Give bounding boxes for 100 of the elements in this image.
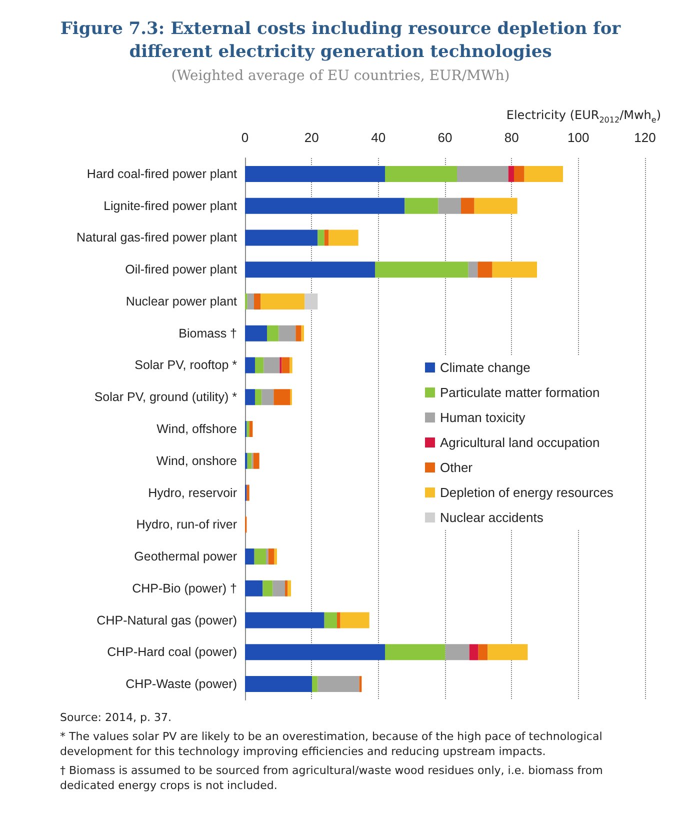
bar (282, 357, 290, 374)
bar (290, 357, 292, 374)
bar (249, 421, 253, 437)
text: * The values solar PV are likely to be an overestimation, because of the high pace of technological development for this technology improving efficiencies and reducing upstream impacts. (60, 729, 604, 759)
bar (328, 230, 358, 246)
source-note: Source: 2014, p. 37. (60, 710, 172, 725)
y-tick-label: Biomass † (178, 326, 238, 340)
y-tick-label: Wind, onshore (156, 454, 238, 468)
bar (478, 644, 488, 660)
y-tick-label: CHP-Bio (power) † (132, 581, 238, 596)
bar (245, 676, 312, 692)
legend-label: Other (440, 460, 474, 475)
bar (340, 612, 370, 628)
bar (246, 421, 250, 437)
y-tick-label: Natural gas-fired power plant (76, 230, 238, 245)
y-tick-label: CHP-Natural gas (power) (96, 613, 237, 628)
chart-title: Figure 7.3: External costs including resource depletion for different electricity generation technologies (59, 18, 622, 64)
bar (492, 262, 537, 278)
legend-label: Human toxicity (440, 410, 526, 425)
bar (469, 644, 478, 660)
bar (260, 293, 305, 310)
bar (245, 198, 405, 214)
bar (274, 389, 290, 406)
bar (304, 293, 318, 310)
x-tick-label: 120 (634, 130, 656, 145)
bar (474, 198, 518, 214)
bar (337, 612, 340, 628)
bar (253, 452, 260, 469)
bar (318, 676, 360, 692)
bar (255, 389, 262, 406)
bar (245, 230, 318, 246)
bar (245, 325, 267, 342)
bar (278, 325, 296, 342)
bar (461, 198, 474, 214)
bar (245, 580, 263, 596)
bar (254, 548, 266, 565)
bar (272, 580, 285, 596)
x-tick-label: 60 (438, 130, 452, 145)
bar (245, 357, 255, 374)
bar (324, 612, 337, 628)
y-tick-label: CHP-Hard coal (power) (107, 645, 237, 660)
bar (445, 644, 470, 660)
bar (254, 293, 261, 310)
y-tick-label: Oil-fired power plant (125, 262, 238, 277)
bar (478, 262, 492, 278)
bar (385, 166, 457, 182)
legend-label: Nuclear accidents (440, 510, 544, 525)
y-tick-label: Wind, offshore (156, 422, 238, 436)
bar (245, 166, 385, 182)
bar (375, 262, 468, 278)
bar (318, 230, 324, 246)
y-tick-label: Nuclear power plant (126, 294, 238, 308)
bar (324, 230, 329, 246)
bar (245, 389, 255, 406)
bar (245, 548, 254, 565)
bar (285, 580, 288, 596)
bar (508, 166, 514, 182)
y-tick-label: Geothermal power (134, 550, 237, 564)
bar (468, 262, 478, 278)
chart-subtitle: (Weighted average of EU countries, EUR/MWh) (170, 68, 511, 84)
legend-label: Depletion of energy resources (440, 485, 614, 500)
bar (524, 166, 563, 182)
y-tick-label: Lignite-fired power plant (104, 198, 238, 213)
bar (264, 357, 280, 374)
bar (385, 644, 446, 660)
y-tick-label: Hydro, reservoir (148, 486, 237, 500)
legend-label: Particulate matter formation (440, 385, 600, 400)
x-tick-label: 20 (304, 130, 319, 145)
y-tick-label: Hard coal-fired power plant (86, 166, 238, 181)
bar (268, 548, 274, 565)
x-tick-label: 0 (241, 130, 249, 145)
bar (438, 198, 461, 214)
bar (312, 676, 318, 692)
bar (514, 166, 524, 182)
legend-label: Agricultural land occupation (440, 435, 600, 450)
bar (274, 548, 277, 565)
bar (255, 357, 264, 374)
bar (301, 325, 304, 342)
bar (245, 612, 324, 628)
bar (288, 580, 291, 596)
y-tick-label: Solar PV, rooftop * (134, 358, 238, 372)
legend-label: Climate change (440, 360, 530, 375)
bar (488, 644, 528, 660)
x-axis-title: Electricity (EUR$_{2012}$/Mwh$_{e}$) (506, 108, 661, 124)
bar (262, 580, 273, 596)
bar (457, 166, 508, 182)
text: † Biomass is assumed to be sourced from agricultural/waste wood residues only, i.e. biomass from dedicated energy crops is not included. (60, 763, 604, 793)
bar (245, 262, 375, 278)
y-tick-label: Solar PV, ground (utility) * (94, 390, 238, 404)
x-tick-label: 40 (371, 130, 386, 145)
y-tick-label: CHP-Waste (power) (126, 677, 237, 692)
bar (296, 325, 302, 342)
bar (245, 644, 385, 660)
bar (247, 452, 252, 469)
x-tick-label: 80 (504, 130, 519, 145)
x-tick-label: 100 (567, 130, 590, 145)
bar (246, 484, 250, 501)
bar (247, 293, 254, 310)
y-tick-label: Hydro, run-of river (136, 518, 237, 532)
bar (267, 325, 279, 342)
